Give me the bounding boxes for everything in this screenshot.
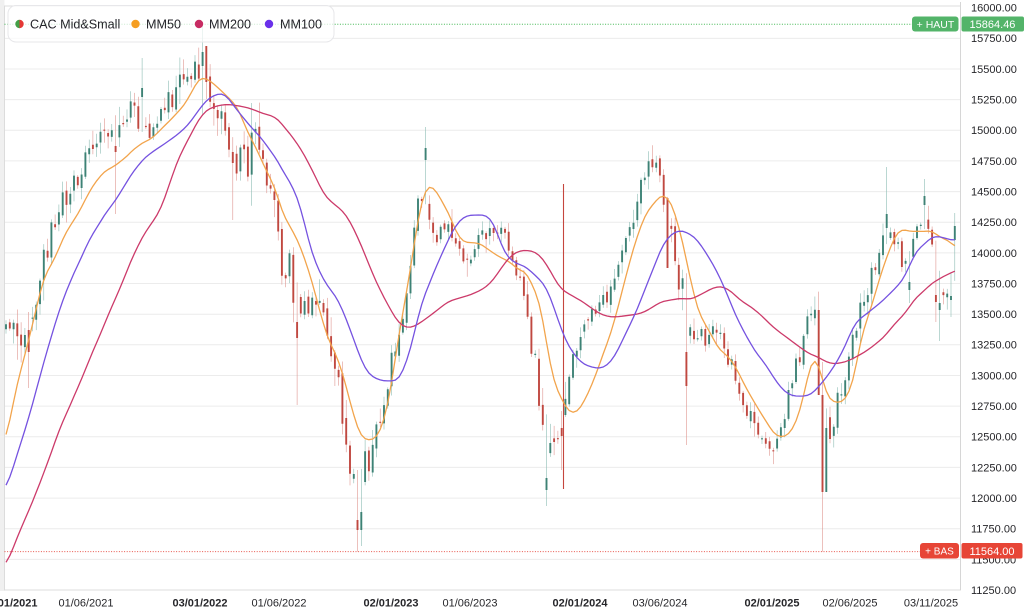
svg-text:01/06/2022: 01/06/2022 [251,598,306,610]
svg-text:14750.00: 14750.00 [971,156,1017,168]
svg-text:04/01/2021: 04/01/2021 [0,598,38,610]
svg-text:13500.00: 13500.00 [971,309,1017,321]
svg-text:01/06/2021: 01/06/2021 [58,598,113,610]
svg-text:02/01/2023: 02/01/2023 [363,598,418,610]
svg-text:15864.46: 15864.46 [970,19,1016,31]
svg-text:12250.00: 12250.00 [971,462,1017,474]
svg-text:15500.00: 15500.00 [971,64,1017,76]
svg-text:15250.00: 15250.00 [971,95,1017,107]
svg-text:12500.00: 12500.00 [971,432,1017,444]
svg-text:15750.00: 15750.00 [971,33,1017,45]
svg-text:13000.00: 13000.00 [971,370,1017,382]
svg-text:16000.00: 16000.00 [971,3,1017,15]
svg-text:14250.00: 14250.00 [971,217,1017,229]
svg-text:+ BAS: + BAS [925,547,954,558]
svg-text:11750.00: 11750.00 [971,524,1016,536]
svg-text:01/06/2023: 01/06/2023 [442,598,497,610]
svg-text:CAC Mid&Small: CAC Mid&Small [30,17,120,31]
svg-text:14000.00: 14000.00 [971,248,1017,260]
svg-text:13250.00: 13250.00 [971,340,1017,352]
svg-text:03/06/2024: 03/06/2024 [632,598,687,610]
svg-text:12000.00: 12000.00 [971,493,1017,505]
svg-text:15000.00: 15000.00 [971,125,1017,137]
svg-text:MM50: MM50 [146,17,181,31]
svg-text:11564.00: 11564.00 [969,546,1014,558]
svg-text:MM100: MM100 [280,17,322,31]
svg-text:02/06/2025: 02/06/2025 [822,598,877,610]
svg-text:+ HAUT: + HAUT [917,19,955,31]
svg-text:11250.00: 11250.00 [971,585,1016,597]
svg-text:03/11/2025: 03/11/2025 [904,598,958,610]
svg-text:02/01/2025: 02/01/2025 [744,598,799,610]
svg-text:13750.00: 13750.00 [971,278,1017,290]
svg-text:12750.00: 12750.00 [971,401,1017,413]
svg-text:02/01/2024: 02/01/2024 [552,598,608,610]
svg-text:MM200: MM200 [209,17,251,31]
svg-text:03/01/2022: 03/01/2022 [172,598,227,610]
svg-text:14500.00: 14500.00 [971,187,1017,199]
